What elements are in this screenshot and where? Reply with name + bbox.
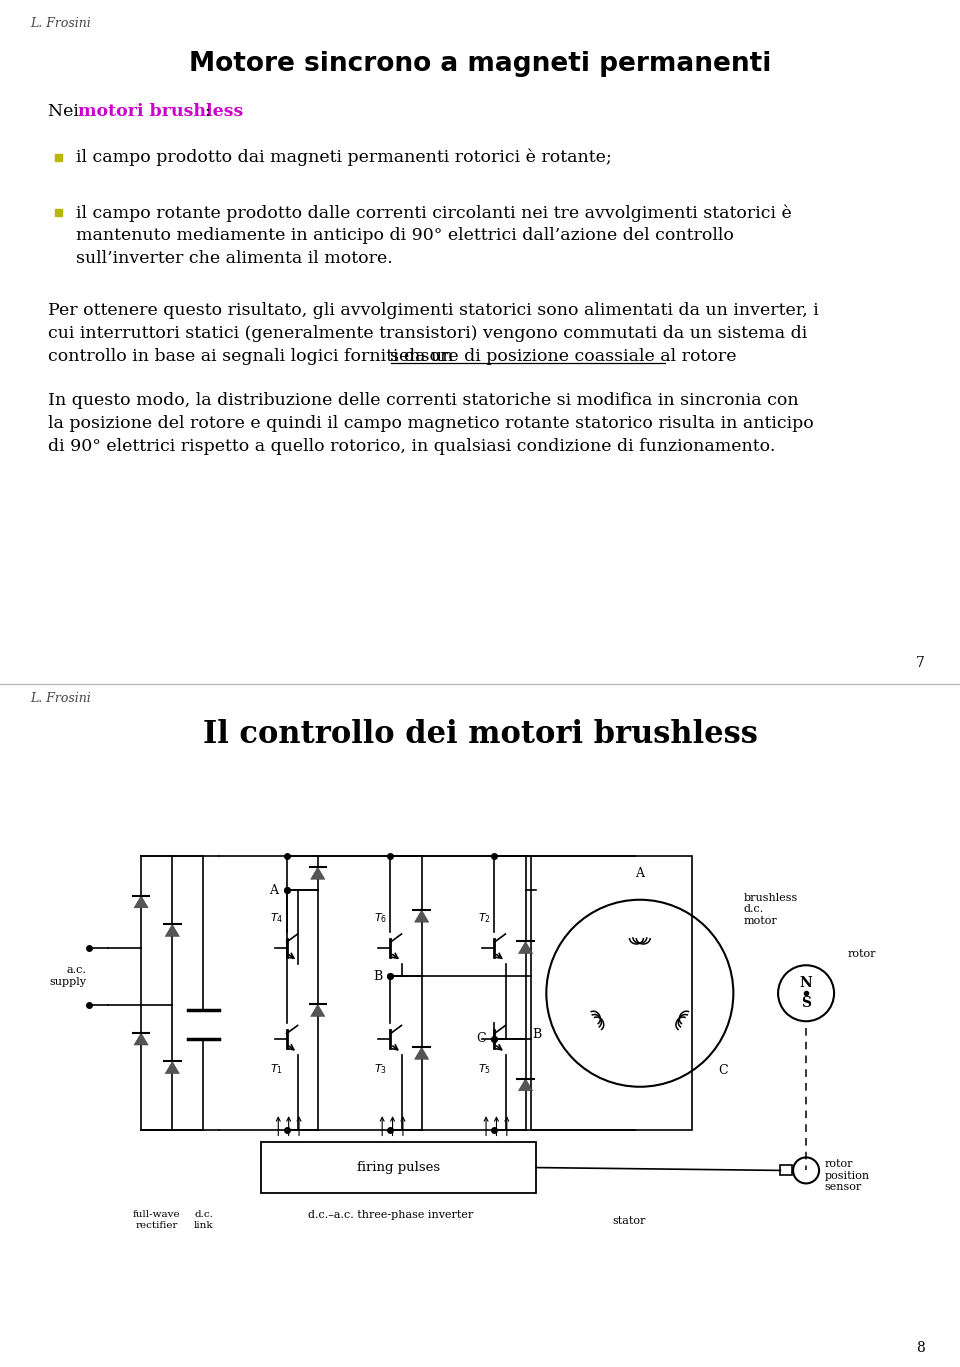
Text: L. Frosini: L. Frosini: [30, 16, 91, 30]
Text: 7: 7: [916, 656, 925, 670]
Text: sensore di posizione coassiale al rotore: sensore di posizione coassiale al rotore: [391, 349, 737, 365]
Text: cui interruttori statici (generalmente transistori) vengono commutati da un sist: cui interruttori statici (generalmente t…: [48, 325, 807, 342]
Polygon shape: [311, 1005, 324, 1017]
Text: B: B: [533, 1028, 542, 1040]
Text: firing pulses: firing pulses: [357, 1161, 440, 1174]
Text: A: A: [269, 884, 278, 897]
Text: Il controllo dei motori brushless: Il controllo dei motori brushless: [203, 719, 757, 750]
Text: d.c.
link: d.c. link: [194, 1210, 213, 1230]
Bar: [780, 1166, 792, 1176]
Polygon shape: [165, 1062, 180, 1073]
Text: A: A: [636, 867, 644, 880]
Text: $T_3$: $T_3$: [374, 1062, 388, 1076]
Bar: [55, 154, 62, 161]
Text: .: .: [664, 349, 670, 365]
Text: a.c.
supply: a.c. supply: [49, 965, 86, 987]
Polygon shape: [518, 942, 533, 954]
Bar: [55, 209, 62, 216]
Text: brushless
d.c.
motor: brushless d.c. motor: [744, 893, 798, 925]
Text: controllo in base ai segnali logici forniti da un: controllo in base ai segnali logici forn…: [48, 349, 459, 365]
Text: In questo modo, la distribuzione delle correnti statoriche si modifica in sincro: In questo modo, la distribuzione delle c…: [48, 392, 799, 409]
Text: N: N: [800, 976, 812, 990]
Polygon shape: [415, 1047, 429, 1059]
Bar: [531, 856, 692, 1131]
Text: Per ottenere questo risultato, gli avvolgimenti statorici sono alimentati da un : Per ottenere questo risultato, gli avvol…: [48, 302, 819, 319]
Text: mantenuto mediamente in anticipo di 90° elettrici dall’azione del controllo: mantenuto mediamente in anticipo di 90° …: [76, 227, 733, 243]
Polygon shape: [165, 924, 180, 936]
Text: il campo rotante prodotto dalle correnti circolanti nei tre avvolgimenti statori: il campo rotante prodotto dalle correnti…: [76, 204, 792, 221]
Text: il campo prodotto dai magneti permanenti rotorici è rotante;: il campo prodotto dai magneti permanenti…: [76, 149, 612, 167]
Polygon shape: [415, 910, 429, 923]
Text: :: :: [204, 103, 209, 120]
Text: Motore sincrono a magneti permanenti: Motore sincrono a magneti permanenti: [189, 51, 771, 77]
Polygon shape: [518, 1079, 533, 1091]
Text: full-wave
rectifier: full-wave rectifier: [132, 1210, 180, 1230]
Text: di 90° elettrici rispetto a quello rotorico, in qualsiasi condizione di funziona: di 90° elettrici rispetto a quello rotor…: [48, 437, 776, 455]
Text: S: S: [801, 997, 811, 1010]
Text: C: C: [476, 1032, 486, 1046]
Text: $T_2$: $T_2$: [478, 910, 492, 924]
Text: L. Frosini: L. Frosini: [30, 692, 91, 705]
Polygon shape: [134, 1033, 148, 1044]
Polygon shape: [134, 895, 148, 908]
Text: Nei: Nei: [48, 103, 84, 120]
Text: C: C: [719, 1064, 729, 1077]
Text: motori brushless: motori brushless: [78, 103, 243, 120]
Text: rotor: rotor: [848, 949, 876, 960]
Text: d.c.–a.c. three-phase inverter: d.c.–a.c. three-phase inverter: [308, 1210, 473, 1221]
Bar: [260, 1141, 536, 1193]
Text: la posizione del rotore e quindi il campo magnetico rotante statorico risulta in: la posizione del rotore e quindi il camp…: [48, 416, 814, 432]
Text: sull’inverter che alimenta il motore.: sull’inverter che alimenta il motore.: [76, 250, 393, 267]
Text: $T_1$: $T_1$: [271, 1062, 283, 1076]
Text: B: B: [372, 969, 382, 983]
Text: $T_4$: $T_4$: [270, 910, 283, 924]
Text: stator: stator: [612, 1217, 646, 1226]
Text: 8: 8: [916, 1341, 925, 1355]
Text: $T_5$: $T_5$: [478, 1062, 492, 1076]
Text: $T_6$: $T_6$: [374, 910, 388, 924]
Polygon shape: [311, 867, 324, 879]
Text: rotor
position
sensor: rotor position sensor: [825, 1159, 870, 1192]
